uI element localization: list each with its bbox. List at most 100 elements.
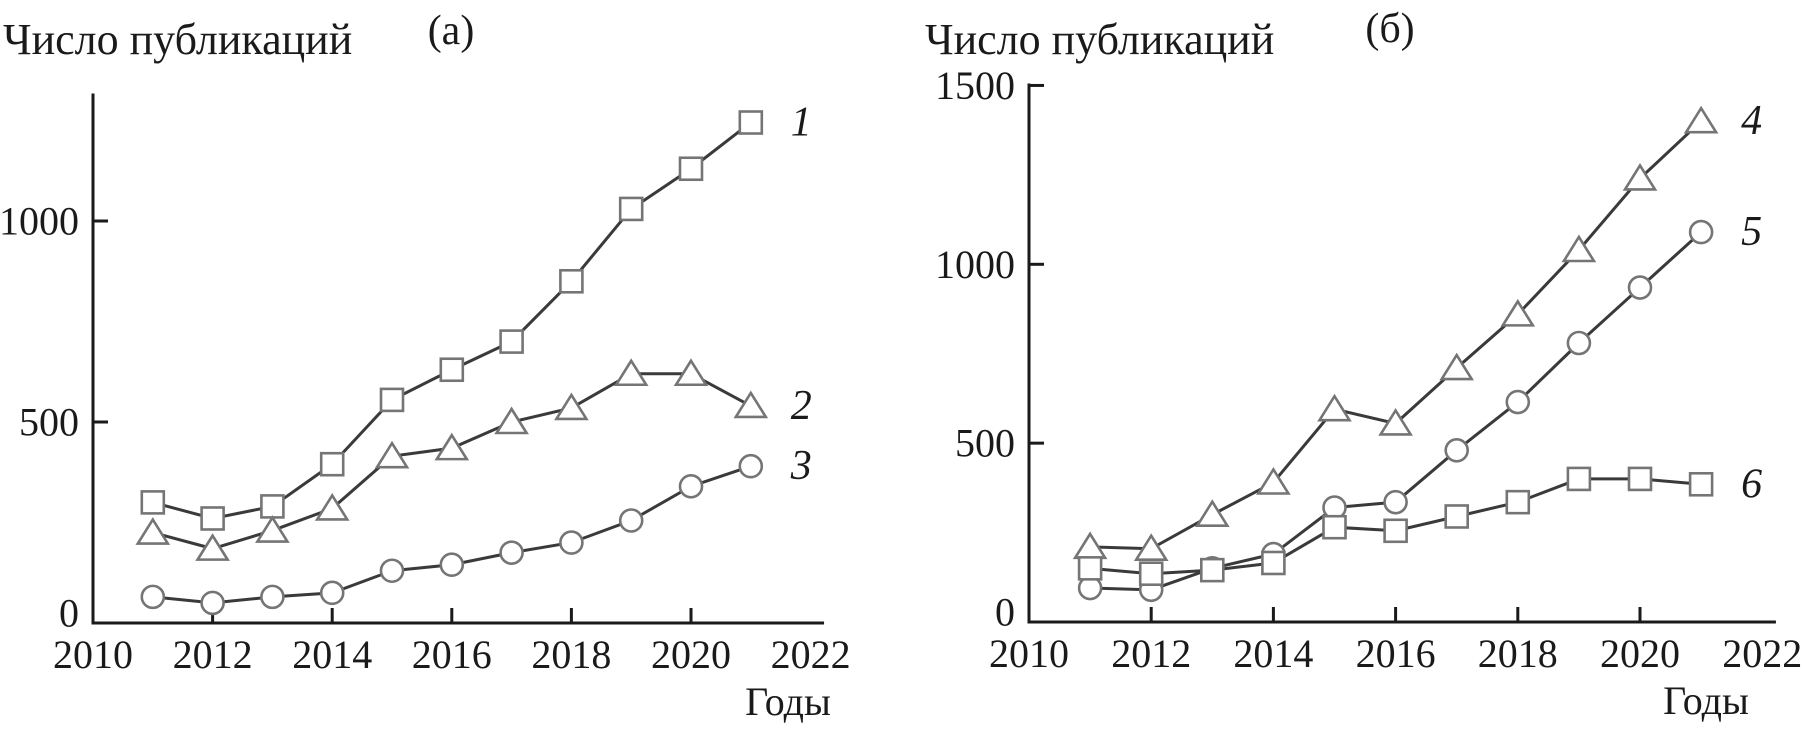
panel-b-title: Число публикаций: [925, 15, 1274, 64]
series-6: 6: [1077, 461, 1762, 587]
square-marker: [1138, 561, 1164, 587]
series-1: 1: [140, 100, 812, 531]
panel-b-label: (б): [1365, 6, 1414, 52]
circle-marker: [618, 508, 644, 533]
triangle-marker: [1622, 162, 1658, 191]
y-tick-label: 1000: [935, 242, 1015, 287]
square-marker: [1566, 466, 1592, 492]
square-marker: [618, 196, 644, 222]
triangle-marker: [1439, 352, 1475, 381]
series-3-line: [152, 464, 752, 605]
triangle-marker: [673, 358, 709, 387]
square-marker: [1322, 514, 1347, 540]
x-tick-label: 2022: [1722, 631, 1802, 676]
square-marker: [1383, 518, 1408, 544]
x-tick-label: 2010: [53, 632, 133, 677]
series-1-label: 1: [791, 100, 812, 146]
panel-a-xlabel: Годы: [745, 679, 831, 724]
square-marker: [260, 494, 285, 519]
y-tick-label: 1500: [935, 63, 1015, 108]
square-marker: [678, 156, 704, 182]
x-tick-label: 2018: [531, 632, 611, 677]
x-tick-label: 2016: [412, 632, 492, 677]
circle-marker: [200, 590, 225, 616]
y-tick-label: 0: [59, 591, 79, 636]
panel-b: Число публикаций (б) 0 500 1000 1500 2010 2012 2…: [925, 6, 1802, 723]
square-marker: [1627, 466, 1653, 492]
circle-marker: [1688, 219, 1714, 245]
square-marker: [439, 357, 465, 383]
y-tick-label: 0: [995, 590, 1015, 635]
triangle-marker: [255, 515, 290, 543]
series-4: 4: [1072, 98, 1762, 561]
series-2-line: [152, 372, 752, 551]
triangle-marker: [733, 390, 769, 419]
circle-marker: [499, 540, 524, 565]
triangle-marker: [1378, 408, 1413, 436]
triangle-marker: [374, 440, 410, 469]
circle-marker: [1566, 330, 1592, 356]
triangle-marker: [1317, 393, 1352, 422]
y-tick-label: 1000: [0, 199, 79, 244]
square-marker: [1444, 504, 1469, 529]
series-5-label: 5: [1741, 209, 1762, 255]
circle-marker: [379, 558, 405, 584]
panel-a-axes: [91, 93, 825, 625]
series-6-label: 6: [1741, 461, 1762, 507]
x-tick-label: 2016: [1356, 631, 1436, 676]
x-tick-label: 2012: [173, 632, 253, 677]
triangle-marker: [1561, 234, 1597, 263]
triangle-marker: [1256, 467, 1291, 495]
triangle-marker: [554, 392, 589, 421]
square-marker: [738, 110, 764, 135]
circle-marker: [1383, 489, 1408, 515]
series-3-label: 3: [790, 443, 812, 489]
square-marker: [1261, 550, 1286, 576]
series-4-label: 4: [1741, 98, 1762, 144]
x-tick-label: 2020: [651, 632, 731, 677]
series-4-line: [1090, 120, 1703, 551]
panel-b-xlabel: Годы: [1663, 678, 1749, 723]
triangle-marker: [1194, 499, 1230, 527]
square-marker: [1688, 471, 1714, 497]
x-tick-label: 2014: [292, 632, 372, 677]
square-marker: [200, 506, 225, 531]
square-marker: [319, 451, 345, 477]
circle-marker: [319, 580, 345, 606]
circle-marker: [260, 584, 285, 610]
triangle-marker: [434, 432, 470, 461]
triangle-marker: [1133, 533, 1169, 561]
circle-marker: [1627, 275, 1653, 300]
triangle-marker: [135, 517, 171, 545]
circle-marker: [1505, 389, 1531, 415]
circle-marker: [140, 584, 166, 610]
circle-marker: [1444, 438, 1469, 463]
square-marker: [140, 490, 166, 515]
circle-marker: [738, 453, 764, 479]
triangle-marker: [1500, 298, 1536, 327]
square-marker: [559, 268, 584, 294]
y-tick-label: 500: [19, 400, 79, 445]
circle-marker: [439, 552, 465, 578]
x-tick-label: 2018: [1478, 631, 1558, 676]
triangle-marker: [613, 358, 649, 387]
panel-a-title: Число публикаций: [3, 15, 352, 64]
y-tick-label: 500: [955, 421, 1015, 466]
square-marker: [1077, 556, 1103, 581]
series-2: 2: [135, 358, 812, 561]
panel-a-label: (а): [428, 8, 475, 54]
circle-marker: [559, 530, 584, 555]
series-3: 3: [140, 443, 812, 616]
square-marker: [499, 329, 524, 354]
x-tick-label: 2020: [1600, 631, 1680, 676]
square-marker: [1505, 489, 1531, 515]
x-tick-label: 2010: [989, 631, 1069, 676]
x-tick-label: 2022: [771, 632, 851, 677]
circle-marker: [678, 474, 704, 499]
x-tick-label: 2014: [1233, 631, 1313, 676]
square-marker: [1200, 557, 1225, 583]
triangle-marker: [494, 406, 529, 435]
series-2-label: 2: [791, 383, 812, 429]
